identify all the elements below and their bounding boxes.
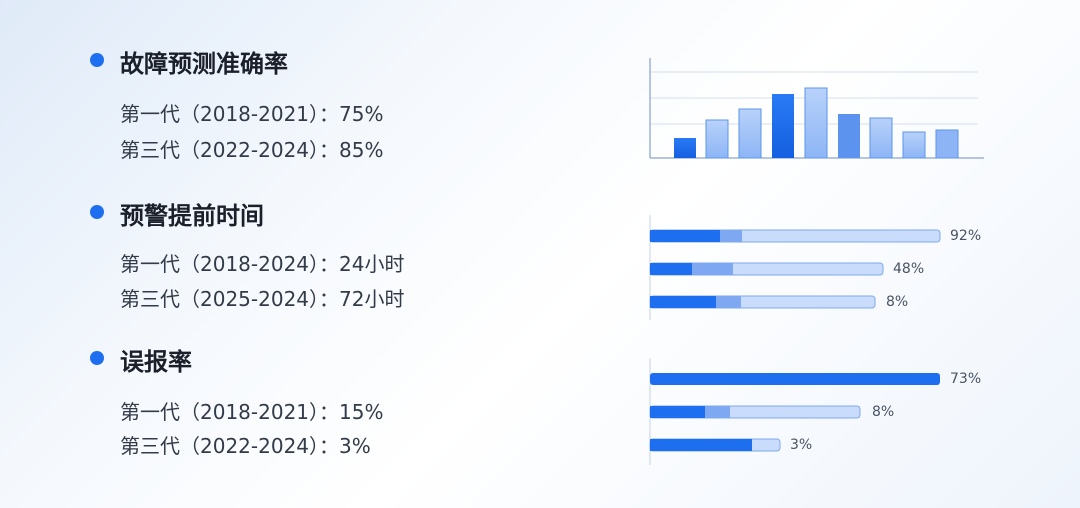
section-title: 故障预测准确率 bbox=[120, 50, 288, 78]
column bbox=[804, 87, 828, 159]
item: 第三代（2022-2024）：85% bbox=[120, 138, 384, 162]
bar-label: 8% bbox=[872, 404, 894, 420]
item: 第一代（2018-2021）：75% bbox=[120, 102, 384, 126]
item: 第三代（2025-2024）：72小时 bbox=[120, 287, 405, 311]
bar-label: 73% bbox=[950, 371, 981, 387]
column bbox=[705, 119, 729, 159]
column bbox=[902, 131, 926, 159]
section-title: 预警提前时间 bbox=[120, 202, 264, 230]
item: 第一代（2018-2021）：15% bbox=[120, 400, 384, 424]
bullet bbox=[90, 351, 104, 365]
bar-part bbox=[650, 263, 692, 275]
item: 第一代（2018-2024）：24小时 bbox=[120, 252, 405, 276]
bar-group: 92% 48% 8% bbox=[649, 215, 981, 320]
column bbox=[838, 114, 860, 158]
bar bbox=[650, 373, 940, 385]
bar-label: 48% bbox=[893, 261, 924, 277]
bar-label: 92% bbox=[950, 228, 981, 244]
column bbox=[738, 108, 762, 159]
bar-label: 3% bbox=[790, 437, 812, 453]
column bbox=[772, 94, 794, 158]
bar-part bbox=[650, 406, 705, 418]
section-title: 误报率 bbox=[120, 348, 192, 376]
column-chart bbox=[649, 58, 984, 159]
bullet bbox=[90, 205, 104, 219]
bar-group: 73% 8% 3% bbox=[649, 358, 981, 465]
column bbox=[869, 117, 893, 159]
bullet bbox=[90, 53, 104, 67]
bar-label: 8% bbox=[886, 294, 908, 310]
bar-part bbox=[650, 230, 720, 242]
bar-part bbox=[650, 439, 752, 451]
column bbox=[674, 138, 696, 158]
column bbox=[935, 129, 959, 159]
item: 第三代（2022-2024）：3% bbox=[120, 434, 371, 458]
bar-part bbox=[650, 296, 716, 308]
